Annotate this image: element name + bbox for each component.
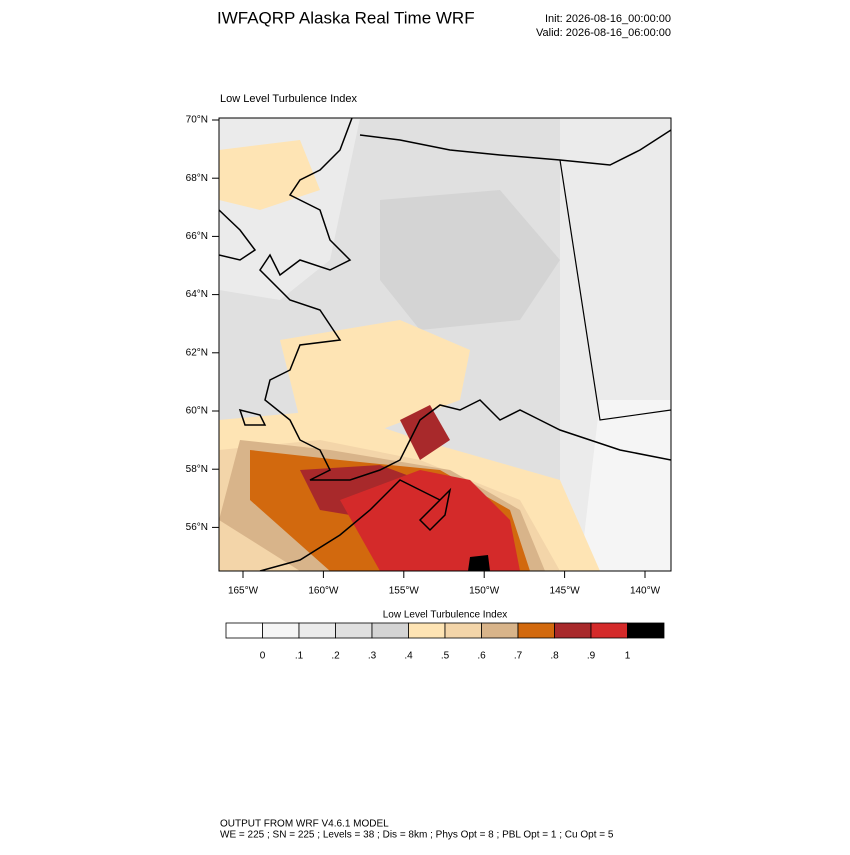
lon-tick-label: 150°W bbox=[469, 586, 500, 597]
colorbar-label: .8 bbox=[550, 651, 559, 662]
colorbar-title: Low Level Turbulence Index bbox=[383, 610, 508, 621]
colorbar-box bbox=[298, 622, 336, 639]
lon-tick-label: 140°W bbox=[630, 586, 661, 597]
colorbar-label: .3 bbox=[368, 651, 377, 662]
valid-time: Valid: 2026-08-16_06:00:00 bbox=[536, 27, 671, 39]
colorbar-box bbox=[262, 622, 300, 639]
colorbar-label: .1 bbox=[295, 651, 304, 662]
lat-tick-label: 62°N bbox=[186, 347, 208, 358]
lat-tick-label: 66°N bbox=[186, 231, 208, 242]
init-time: Init: 2026-08-16_00:00:00 bbox=[545, 13, 671, 25]
footer-line: WE = 225 ; SN = 225 ; Levels = 38 ; Dis … bbox=[220, 830, 614, 841]
lon-tick-label: 160°W bbox=[308, 586, 339, 597]
colorbar-box bbox=[517, 622, 555, 639]
colorbar-box bbox=[225, 622, 263, 639]
field-region bbox=[580, 400, 671, 571]
colorbar-label: 0 bbox=[260, 651, 266, 662]
turbulence-field bbox=[219, 118, 671, 571]
colorbar-label: .5 bbox=[441, 651, 450, 662]
colorbar-box bbox=[408, 622, 446, 639]
lat-tick-label: 60°N bbox=[186, 406, 208, 417]
map-title: Low Level Turbulence Index bbox=[220, 93, 357, 105]
colorbar-label: .6 bbox=[477, 651, 486, 662]
colorbar-box bbox=[554, 622, 592, 639]
lat-tick-label: 70°N bbox=[186, 115, 208, 126]
border bbox=[559, 159, 671, 421]
field-region bbox=[280, 320, 470, 430]
field-region bbox=[219, 140, 320, 210]
colorbar-box bbox=[590, 622, 628, 639]
colorbar-label: .9 bbox=[587, 651, 596, 662]
field-region bbox=[468, 555, 490, 571]
coastline bbox=[259, 479, 441, 571]
colorbar-label: .7 bbox=[514, 651, 523, 662]
colorbar-box bbox=[481, 622, 519, 639]
footer-line: OUTPUT FROM WRF V4.6.1 MODEL bbox=[220, 819, 389, 830]
colorbar-label: .2 bbox=[331, 651, 340, 662]
colorbar-box bbox=[627, 622, 665, 639]
island bbox=[238, 408, 267, 426]
coastline bbox=[259, 118, 671, 481]
coastline bbox=[359, 129, 671, 166]
coastline bbox=[219, 209, 257, 261]
coastlines bbox=[219, 118, 671, 571]
lon-tick-label: 145°W bbox=[550, 586, 581, 597]
lat-tick-label: 68°N bbox=[186, 173, 208, 184]
colorbar-label: .4 bbox=[404, 651, 413, 662]
lat-tick-label: 64°N bbox=[186, 289, 208, 300]
colorbar-label: 1 bbox=[625, 651, 631, 662]
colorbar-box bbox=[444, 622, 482, 639]
lon-tick-label: 155°W bbox=[389, 586, 420, 597]
colorbar-box bbox=[371, 622, 409, 639]
lat-tick-label: 56°N bbox=[186, 522, 208, 533]
field-region bbox=[380, 190, 560, 330]
lat-tick-label: 58°N bbox=[186, 464, 208, 475]
lon-tick-label: 165°W bbox=[228, 586, 259, 597]
page-title: IWFAQRP Alaska Real Time WRF bbox=[217, 8, 475, 27]
island bbox=[418, 487, 452, 532]
colorbar-box bbox=[335, 622, 373, 639]
map-frame bbox=[218, 117, 672, 572]
field-region bbox=[400, 405, 450, 460]
